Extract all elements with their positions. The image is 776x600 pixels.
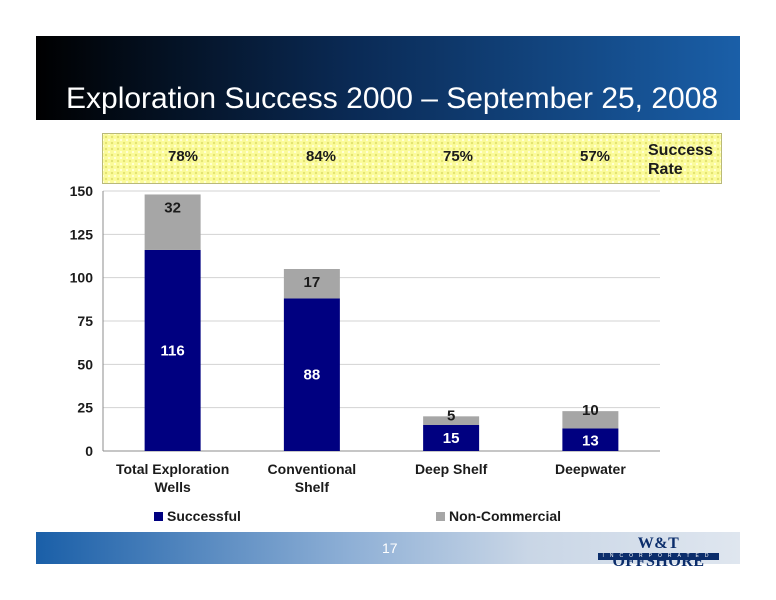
data-label-non-commercial: 32 bbox=[164, 199, 181, 216]
bar-successful bbox=[144, 249, 201, 451]
y-tick-label: 125 bbox=[70, 226, 94, 242]
footer-band: 17 W&T OFFSHORE INCORPORATED bbox=[36, 532, 740, 570]
success-rate-label: Success Rate bbox=[648, 141, 718, 179]
legend-item-non-commercial: Non-Commercial bbox=[436, 508, 561, 524]
bar-non-commercial bbox=[562, 411, 619, 429]
bar-non-commercial bbox=[144, 194, 201, 250]
data-label-non-commercial: 17 bbox=[304, 274, 321, 291]
legend-label-non-commercial: Non-Commercial bbox=[449, 508, 562, 524]
legend-label-successful: Successful bbox=[167, 508, 241, 524]
success-rate-label-line1: Success bbox=[648, 142, 713, 159]
x-tick-label: Total Exploration bbox=[116, 461, 229, 477]
success-rate-value-deep-shelf: 75% bbox=[442, 148, 474, 165]
y-tick-label: 0 bbox=[85, 443, 93, 459]
data-label-successful: 116 bbox=[161, 342, 185, 359]
title-band: Exploration Success 2000 – September 25,… bbox=[36, 36, 740, 120]
y-tick-label: 150 bbox=[70, 183, 94, 199]
x-tick-label: Deep Shelf bbox=[415, 461, 488, 477]
success-rate-label-line2: Rate bbox=[648, 161, 683, 178]
bar-successful bbox=[423, 425, 480, 451]
legend-item-successful: Successful bbox=[154, 508, 241, 524]
y-tick-label: 25 bbox=[77, 400, 93, 416]
x-tick-label: Wells bbox=[154, 479, 191, 495]
data-label-successful: 13 bbox=[582, 433, 599, 450]
bar-successful bbox=[562, 428, 619, 451]
data-label-successful: 15 bbox=[443, 430, 460, 447]
legend-swatch-successful bbox=[154, 512, 163, 521]
slide-title: Exploration Success 2000 – September 25,… bbox=[66, 82, 719, 115]
legend-swatch-non-commercial bbox=[436, 512, 445, 521]
logo-sub-text: INCORPORATED bbox=[598, 553, 719, 560]
y-tick-label: 50 bbox=[77, 356, 93, 372]
company-logo: W&T OFFSHORE INCORPORATED bbox=[596, 535, 721, 570]
success-rate-value-deepwater: 57% bbox=[579, 148, 611, 165]
y-tick-label: 100 bbox=[70, 270, 94, 286]
success-rate-box: 78% 84% 75% 57% Success Rate bbox=[102, 133, 722, 184]
success-rate-value-conventional: 84% bbox=[305, 148, 337, 165]
bar-successful bbox=[283, 298, 340, 451]
data-label-non-commercial: 5 bbox=[447, 407, 455, 424]
data-label-successful: 88 bbox=[304, 367, 321, 384]
bar-non-commercial bbox=[283, 269, 340, 299]
y-tick-label: 75 bbox=[77, 313, 93, 329]
x-tick-label: Shelf bbox=[295, 479, 330, 495]
bar-non-commercial bbox=[423, 416, 480, 425]
x-tick-label: Deepwater bbox=[555, 461, 626, 477]
x-tick-label: Conventional bbox=[268, 461, 357, 477]
data-label-non-commercial: 10 bbox=[582, 402, 599, 419]
page-number: 17 bbox=[382, 540, 398, 556]
success-rate-value-total: 78% bbox=[167, 148, 199, 165]
